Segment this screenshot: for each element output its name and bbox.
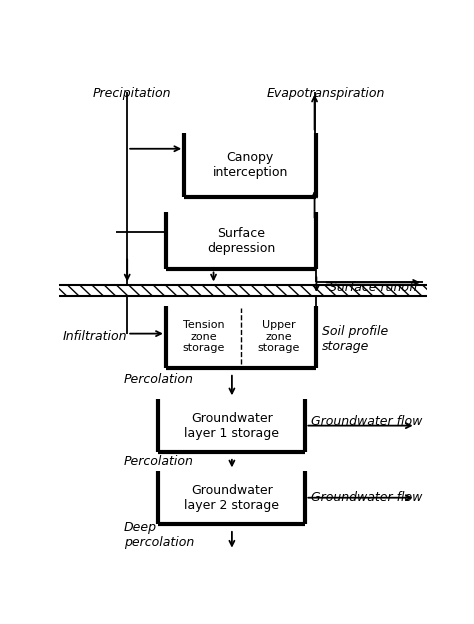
Text: Soil profile
storage: Soil profile storage — [322, 325, 388, 353]
Text: Upper
zone
storage: Upper zone storage — [257, 320, 300, 353]
Text: Percolation: Percolation — [124, 374, 193, 386]
Text: Percolation: Percolation — [124, 455, 193, 467]
Text: Evapotranspiration: Evapotranspiration — [267, 87, 385, 100]
Text: Canopy
interception: Canopy interception — [212, 151, 288, 179]
Text: Groundwater
layer 1 storage: Groundwater layer 1 storage — [184, 412, 279, 440]
Text: Groundwater flow: Groundwater flow — [311, 416, 422, 428]
Text: Groundwater flow: Groundwater flow — [311, 491, 422, 504]
Text: Surface runoff: Surface runoff — [329, 281, 418, 295]
Text: Infiltration: Infiltration — [63, 330, 128, 343]
Text: Surface
depression: Surface depression — [207, 227, 275, 255]
Text: Precipitation: Precipitation — [92, 87, 171, 100]
Text: Tension
zone
storage: Tension zone storage — [182, 320, 225, 353]
Text: Deep
percolation: Deep percolation — [124, 520, 194, 548]
Text: Groundwater
layer 2 storage: Groundwater layer 2 storage — [184, 484, 279, 512]
